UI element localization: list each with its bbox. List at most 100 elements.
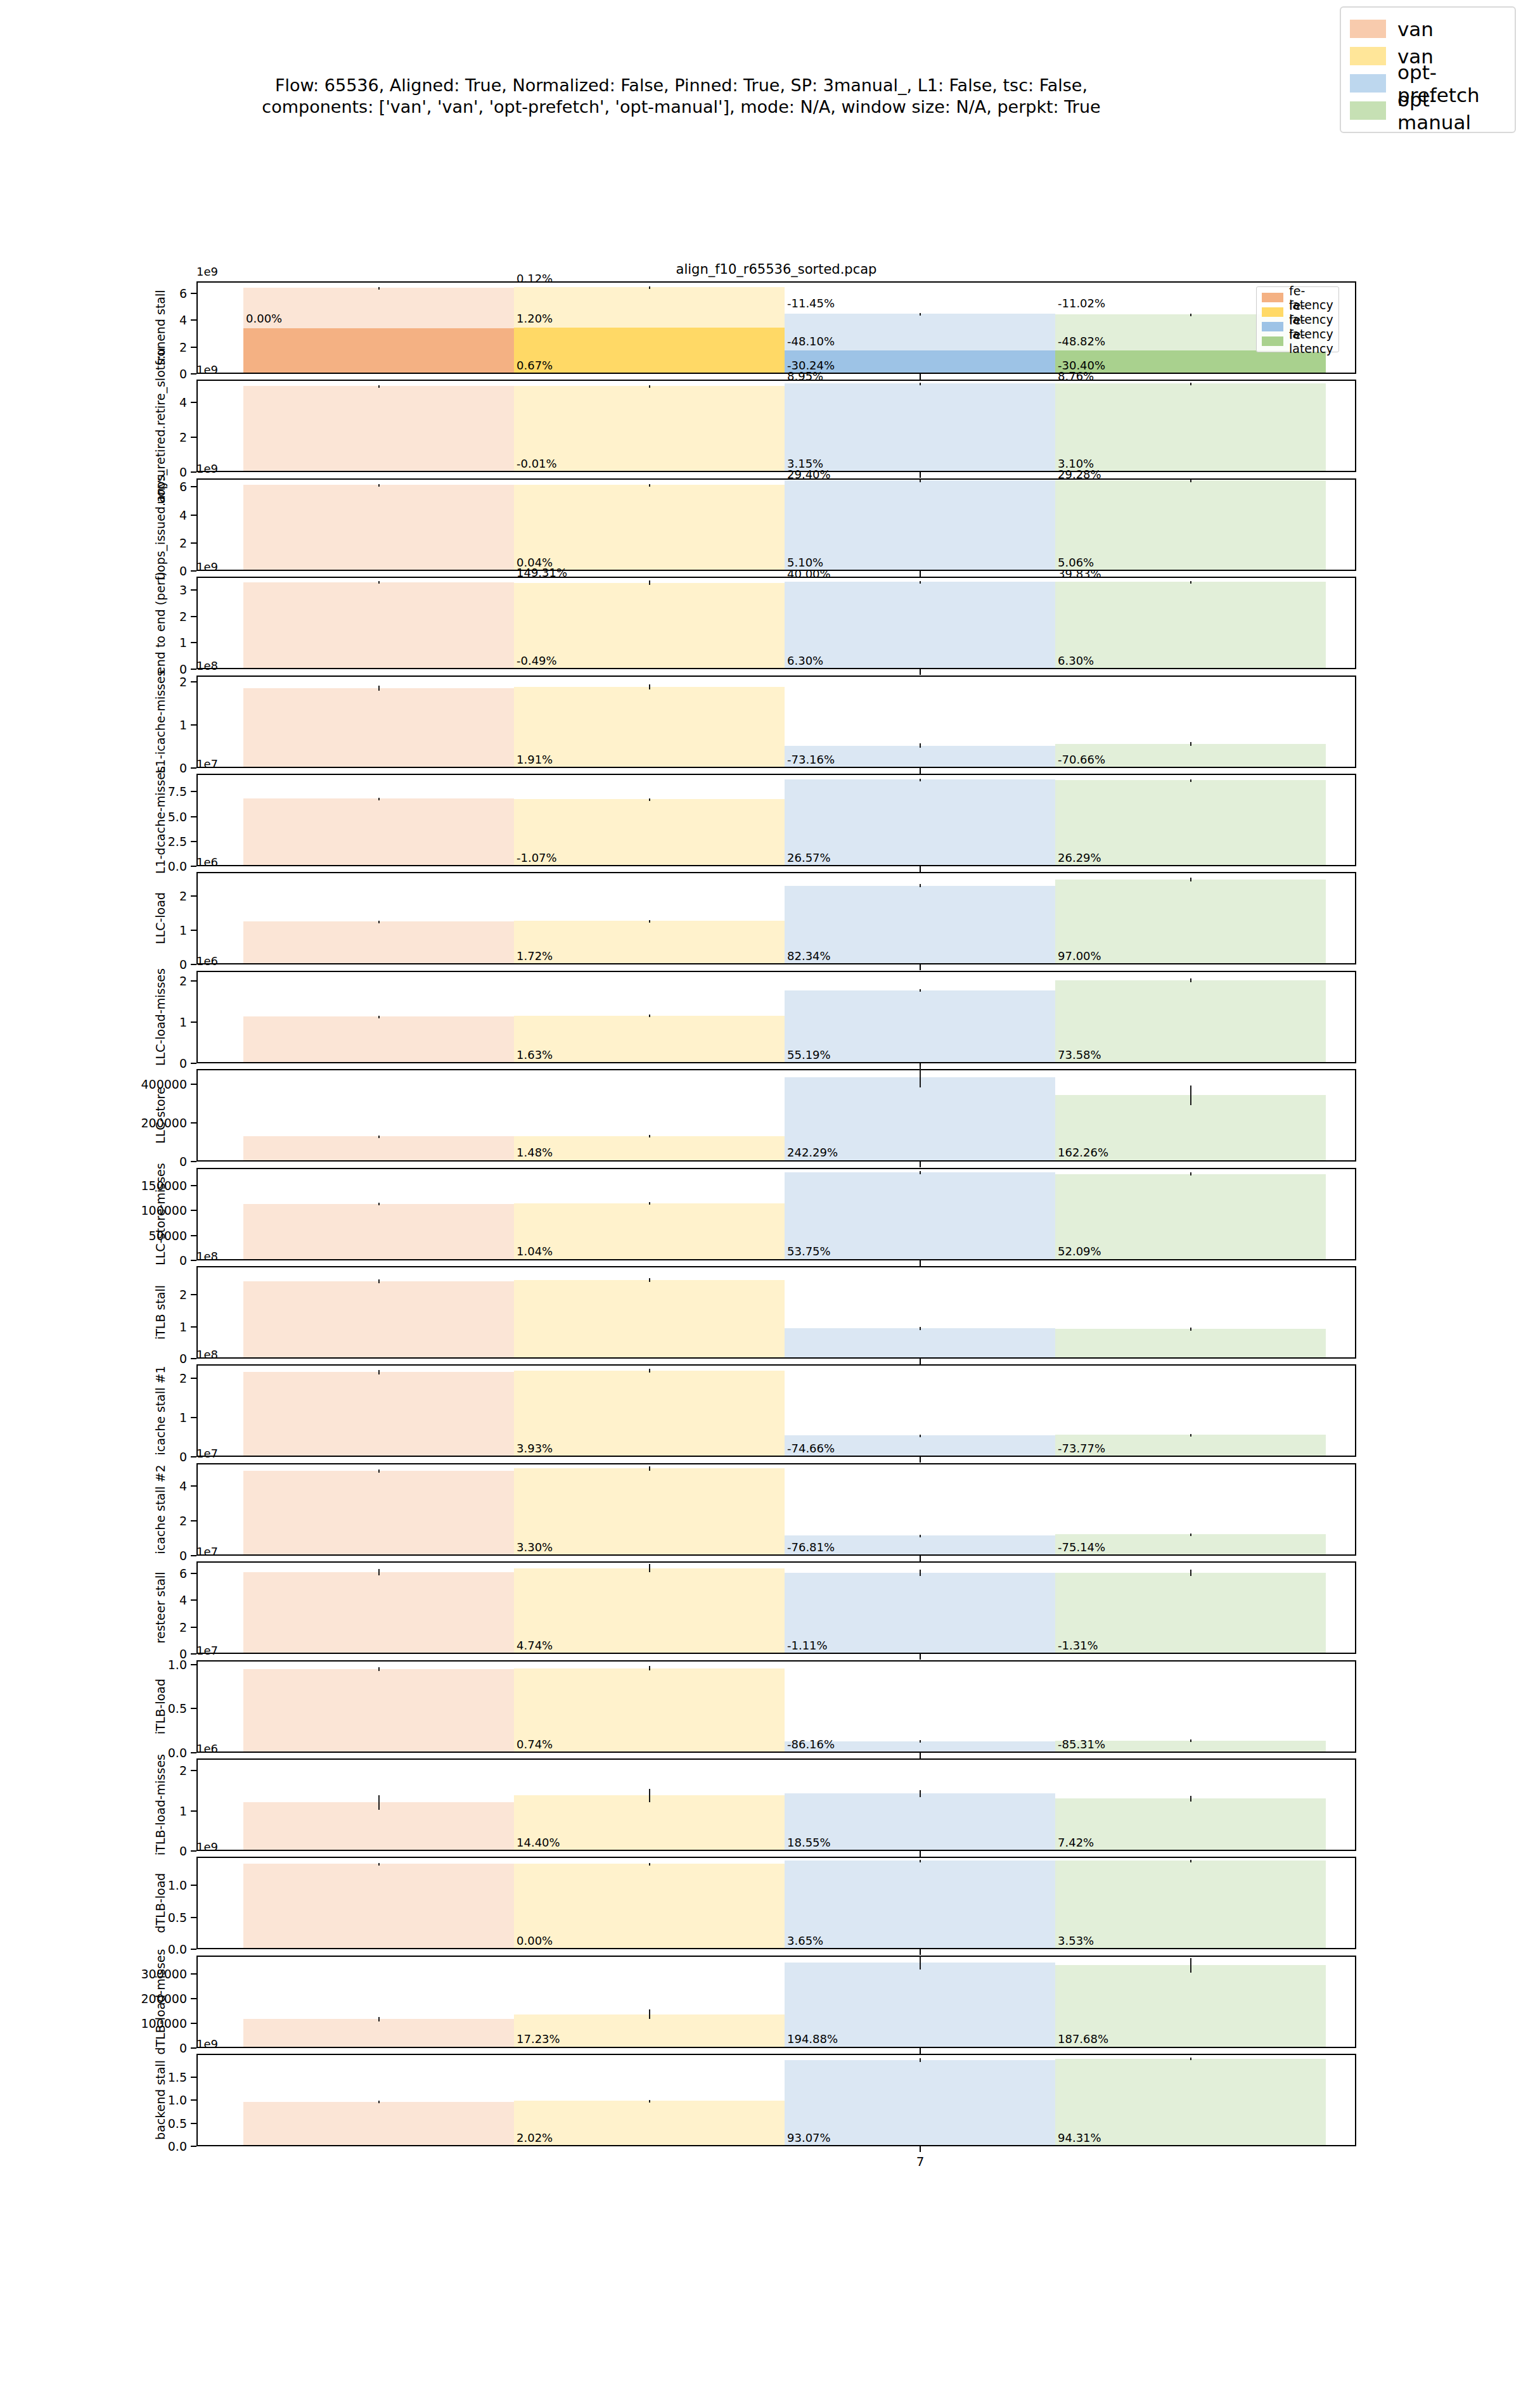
pct-annotation: 1.48%: [517, 1146, 553, 1159]
y-ticklabel: 2: [92, 1764, 187, 1777]
pct-annotation: -48.82%: [1058, 335, 1105, 348]
y-ticklabel: 2: [92, 430, 187, 444]
x-ticklabel: 7: [901, 2154, 939, 2169]
y-ticklabel: 200000: [92, 1992, 187, 2006]
y-axis-label: LLC-store: [153, 1087, 167, 1143]
y-ticklabel: 4: [92, 395, 187, 409]
y-ticklabel: 2: [92, 340, 187, 354]
y-tickmark: [191, 471, 196, 473]
pct-annotation: 0.12%: [517, 272, 553, 285]
pct-annotation: -70.66%: [1058, 753, 1105, 766]
pct-annotation: 29.40%: [787, 468, 831, 481]
pct-annotation: 1.04%: [517, 1245, 553, 1258]
pct-annotation: 94.31%: [1058, 2132, 1101, 2144]
y-tickmark: [191, 1973, 196, 1975]
y-tickmark: [191, 437, 196, 438]
pct-annotation: -1.07%: [517, 852, 557, 864]
error-bar-van: [378, 1370, 380, 1374]
error-bar-van: [378, 484, 380, 487]
y-tickmark: [191, 1885, 196, 1886]
y-axis-exponent: 1e8: [196, 659, 218, 672]
figure-title-line2: components: ['van', 'van', 'opt-prefetch…: [0, 96, 1363, 118]
y-tickmark: [191, 1235, 196, 1236]
bar-van: [514, 687, 785, 767]
pct-annotation: 3.53%: [1058, 1935, 1094, 1947]
pct-annotation: -0.01%: [517, 458, 557, 470]
y-tickmark: [191, 589, 196, 591]
error-bar-opt-prefetch: [920, 313, 921, 316]
y-axis-exponent: 1e8: [196, 1250, 218, 1263]
pct-annotation: 14.40%: [517, 1836, 560, 1849]
bar-van: [514, 1016, 785, 1062]
x-tickmark: [920, 2146, 921, 2152]
error-bar-opt-manual: [1190, 480, 1191, 482]
bar-light-van: [243, 288, 514, 328]
bar-opt-prefetch: [785, 582, 1055, 668]
x-tickmark: [920, 1556, 921, 1561]
pct-annotation: 162.26%: [1058, 1146, 1108, 1159]
error-bar-opt-prefetch: [920, 581, 921, 584]
error-bar-van: [378, 581, 380, 584]
bar-van: [243, 1572, 514, 1653]
error-bar-opt-manual: [1190, 1796, 1191, 1802]
pct-annotation: 0.67%: [517, 359, 553, 372]
y-ticklabel: 1: [92, 1015, 187, 1029]
y-axis-exponent: 1e7: [196, 757, 218, 771]
y-ticklabel: 0: [92, 465, 187, 479]
error-bar-van: [649, 286, 650, 289]
bar-van: [514, 921, 785, 963]
bar-light-van: [514, 287, 785, 328]
pct-annotation: 194.88%: [787, 2033, 838, 2046]
pct-annotation: 39.83%: [1058, 568, 1101, 580]
error-bar-van: [649, 1863, 650, 1866]
y-tickmark: [191, 1161, 196, 1162]
pct-annotation: 55.19%: [787, 1049, 831, 1061]
y-tickmark: [191, 570, 196, 572]
error-bar-van: [378, 1667, 380, 1671]
error-bar-opt-manual: [1190, 1860, 1191, 1862]
bar-van: [243, 2102, 514, 2145]
pct-annotation: -1.11%: [787, 1639, 828, 1652]
y-ticklabel: 0.5: [92, 2117, 187, 2130]
error-bar-opt-manual: [1190, 1434, 1191, 1437]
y-ticklabel: 1.0: [92, 1658, 187, 1672]
x-tickmark: [920, 374, 921, 380]
error-bar-opt-prefetch: [920, 884, 921, 887]
y-ticklabel: 3: [92, 583, 187, 597]
pct-annotation: 0.74%: [517, 1738, 553, 1751]
pct-annotation: 52.09%: [1058, 1245, 1101, 1258]
y-tickmark: [191, 1653, 196, 1655]
pct-annotation: 1.72%: [517, 950, 553, 963]
x-tickmark: [920, 472, 921, 478]
error-bar-opt-manual: [1190, 1570, 1191, 1577]
y-ticklabel: 400000: [92, 1077, 187, 1091]
y-tickmark: [191, 1417, 196, 1418]
error-bar-opt-prefetch: [920, 1740, 921, 1743]
error-bar-opt-prefetch: [920, 1956, 921, 1969]
bar-opt-manual: [1055, 1860, 1326, 1948]
bar-van: [514, 1568, 785, 1653]
y-ticklabel: 0: [92, 2041, 187, 2055]
y-ticklabel: 100000: [92, 1203, 187, 1217]
pct-annotation: 17.23%: [517, 2033, 560, 2046]
error-bar-opt-manual: [1190, 1172, 1191, 1175]
y-tickmark: [191, 1326, 196, 1328]
y-ticklabel: 4: [92, 1479, 187, 1493]
bar-opt-prefetch: [785, 383, 1055, 471]
y-ticklabel: 1: [92, 1411, 187, 1425]
y-ticklabel: 0: [92, 1056, 187, 1070]
error-bar-opt-manual: [1190, 1739, 1191, 1742]
y-axis-exponent: 1e7: [196, 1545, 218, 1558]
y-ticklabel: 6: [92, 1566, 187, 1580]
y-ticklabel: 2: [92, 974, 187, 988]
error-bar-van: [649, 385, 650, 388]
y-ticklabel: 0.0: [92, 1942, 187, 1956]
error-bar-opt-manual: [1190, 1086, 1191, 1106]
x-tickmark: [920, 768, 921, 774]
pct-annotation: 26.57%: [787, 852, 831, 864]
x-tickmark: [920, 1654, 921, 1660]
y-tickmark: [191, 1752, 196, 1753]
bar-opt-manual: [1055, 1798, 1326, 1850]
y-ticklabel: 5.0: [92, 810, 187, 824]
bar-dark-van: [514, 328, 785, 373]
